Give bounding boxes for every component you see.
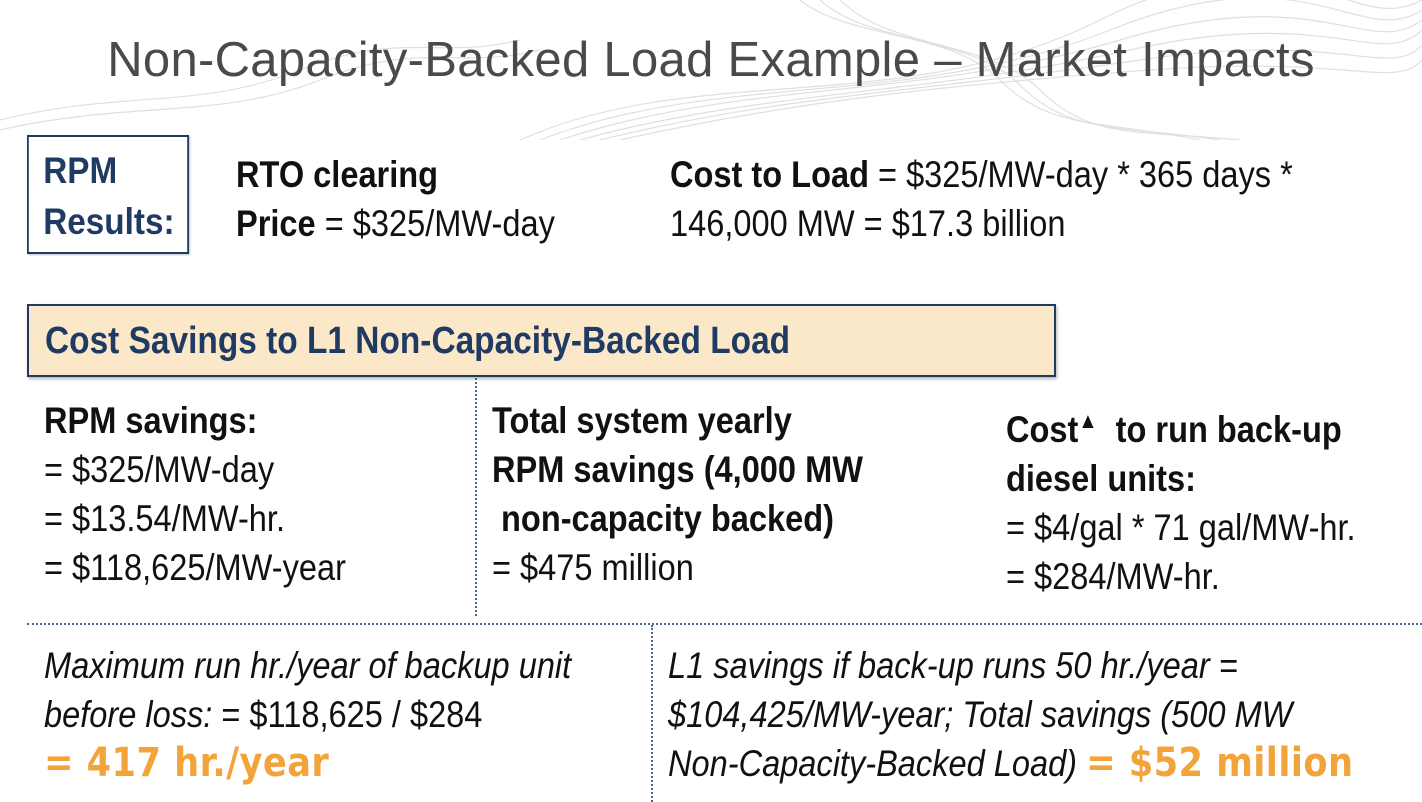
system-savings-heading: RPM savings (4,000 MW — [492, 449, 863, 490]
rpm-savings-heading: RPM savings: — [44, 400, 258, 441]
clearing-line1: RTO clearing — [236, 154, 439, 195]
cost-to-load: Cost to Load = $325/MW-day * 365 days * … — [670, 150, 1293, 248]
column-divider-1 — [475, 378, 477, 616]
cost-line2: 146,000 MW = $17.3 billion — [670, 203, 1066, 244]
clearing-line2: Price = $325/MW-day — [236, 203, 555, 244]
banner-text: Cost Savings to L1 Non-Capacity-Backed L… — [45, 320, 791, 362]
system-savings-heading: non-capacity backed) — [492, 498, 834, 539]
rpm-label-line2: Results: — [43, 201, 175, 242]
rto-clearing-price: RTO clearing Price = $325/MW-day — [236, 150, 555, 248]
row-divider — [27, 623, 1422, 625]
rpm-label-line1: RPM — [43, 150, 118, 191]
backup-cost-heading-line2: diesel units: — [1006, 458, 1196, 499]
l1-savings-note: L1 savings if back-up runs 50 hr./year =… — [668, 641, 1353, 788]
slide-title: Non-Capacity-Backed Load Example – Marke… — [107, 33, 1315, 87]
system-savings-column: Total system yearly RPM savings (4,000 M… — [492, 396, 863, 592]
max-run-hours-note: Maximum run hr./year of backup unit befo… — [44, 641, 571, 788]
column-divider-2 — [651, 625, 653, 802]
backup-cost-heading: Cost▲ to run back-up — [1006, 408, 1342, 450]
rpm-results-label: RPM Results: — [27, 135, 189, 254]
system-savings-value: = $475 million — [492, 547, 694, 588]
l1-savings-line1: L1 savings if back-up runs 50 hr./year = — [668, 645, 1238, 686]
wave-background — [0, 0, 1422, 140]
max-run-result: = 417 hr./year — [44, 740, 330, 786]
cost-savings-banner: Cost Savings to L1 Non-Capacity-Backed L… — [27, 304, 1056, 377]
system-savings-heading: Total system yearly — [492, 400, 792, 441]
backup-cost-line: = $284/MW-hr. — [1006, 556, 1220, 597]
max-run-line2: before loss: = $118,625 / $284 — [44, 694, 483, 735]
rpm-savings-line: = $325/MW-day — [44, 449, 275, 490]
rpm-savings-line: = $118,625/MW-year — [44, 547, 346, 588]
cost-line1: Cost to Load = $325/MW-day * 365 days * — [670, 154, 1293, 195]
triangle-marker-icon: ▲ — [1078, 408, 1098, 433]
backup-cost-line: = $4/gal * 71 gal/MW-hr. — [1006, 507, 1356, 548]
rpm-savings-column: RPM savings: = $325/MW-day = $13.54/MW-h… — [44, 396, 346, 592]
max-run-line1: Maximum run hr./year of backup unit — [44, 645, 572, 686]
total-savings-result: = $52 million — [1086, 740, 1354, 786]
l1-savings-line3: Non-Capacity-Backed Load) = $52 million — [668, 740, 1354, 786]
l1-savings-line2: $104,425/MW-year; Total savings (500 MW — [668, 694, 1293, 735]
rpm-savings-line: = $13.54/MW-hr. — [44, 498, 286, 539]
backup-cost-column: Cost▲ to run back-up diesel units: = $4/… — [1006, 396, 1356, 601]
